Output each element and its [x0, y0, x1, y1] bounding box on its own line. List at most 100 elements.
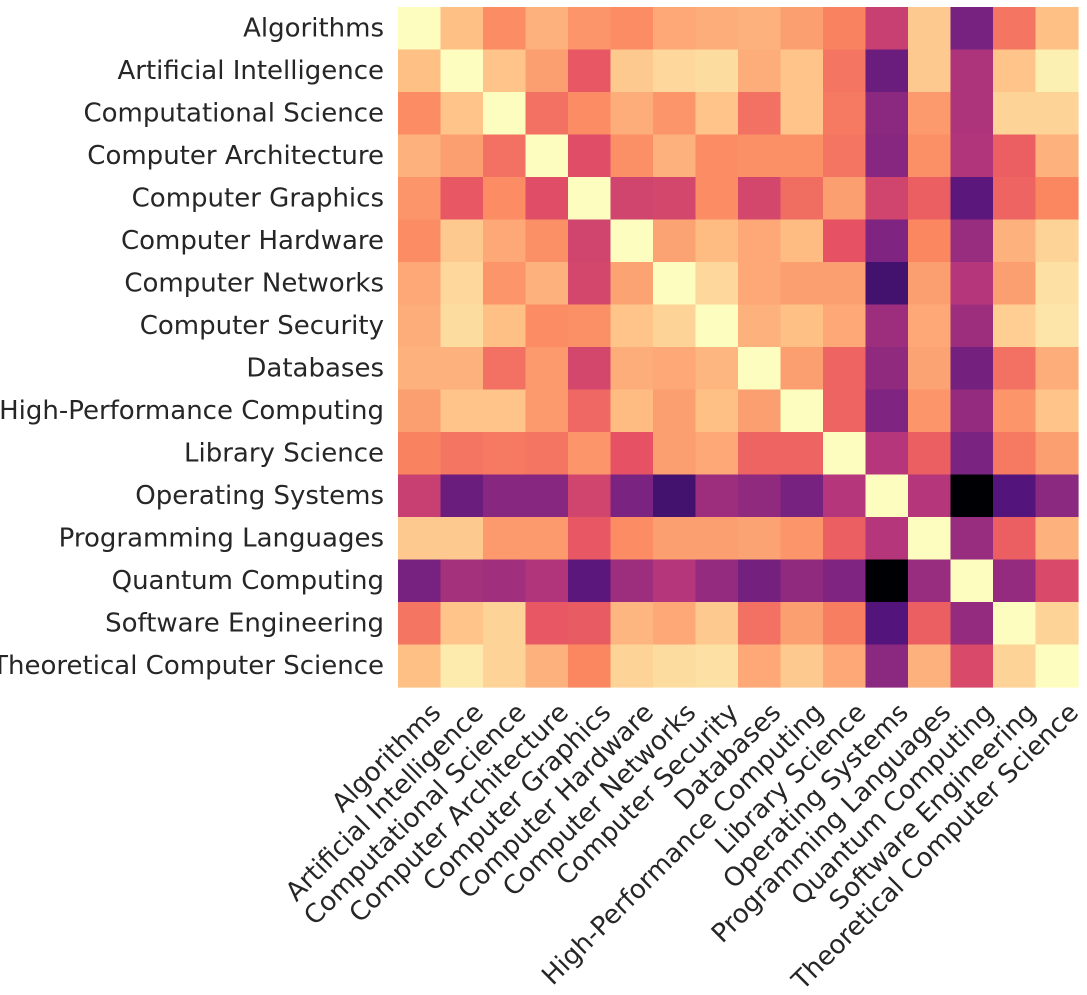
- heatmap-cell: [950, 7, 994, 51]
- heatmap-cell: [780, 389, 824, 433]
- heatmap-cell: [610, 92, 654, 136]
- heatmap-cell: [865, 7, 909, 51]
- heatmap-cell: [653, 559, 697, 603]
- heatmap-cell: [483, 262, 527, 306]
- heatmap-cell: [950, 347, 994, 391]
- y-tick-label: Computer Networks: [124, 268, 384, 298]
- heatmap-cell: [653, 262, 697, 306]
- heatmap-cell: [993, 7, 1037, 51]
- heatmap-cell: [908, 644, 952, 688]
- heatmap-cell: [950, 49, 994, 93]
- heatmap-cell: [653, 49, 697, 93]
- heatmap-cell: [568, 389, 612, 433]
- heatmap-cell: [823, 262, 867, 306]
- heatmap-cell: [780, 347, 824, 391]
- heatmap-cell: [440, 134, 484, 178]
- heatmap-cell: [865, 177, 909, 221]
- heatmap-cell: [610, 432, 654, 476]
- heatmap-cell: [993, 602, 1037, 646]
- heatmap-cell: [653, 219, 697, 263]
- heatmap-cell: [993, 304, 1037, 348]
- heatmap-cell: [865, 474, 909, 518]
- heatmap-cell: [440, 432, 484, 476]
- heatmap-cell: [695, 432, 739, 476]
- heatmap-cell: [483, 92, 527, 136]
- heatmap-cell: [823, 602, 867, 646]
- y-tick-label: Computer Architecture: [87, 141, 384, 171]
- heatmap-cell: [568, 559, 612, 603]
- heatmap-cell: [1035, 304, 1079, 348]
- heatmap-cell: [950, 262, 994, 306]
- y-tick-label: Theoretical Computer Science: [0, 651, 384, 681]
- heatmap-cell: [440, 177, 484, 221]
- heatmap-cell: [993, 517, 1037, 561]
- heatmap-cell: [993, 177, 1037, 221]
- heatmap-cell: [483, 177, 527, 221]
- heatmap-cell: [653, 432, 697, 476]
- heatmap-cell: [440, 49, 484, 93]
- heatmap-cell: [908, 219, 952, 263]
- heatmap-cell: [993, 134, 1037, 178]
- heatmap-cell: [1035, 262, 1079, 306]
- heatmap-cell: [398, 219, 442, 263]
- heatmap-cell: [483, 644, 527, 688]
- y-tick-label: Programming Languages: [59, 523, 384, 553]
- heatmap-cell: [440, 389, 484, 433]
- heatmap-cell: [1035, 134, 1079, 178]
- heatmap-cell: [483, 219, 527, 263]
- heatmap-cell: [653, 474, 697, 518]
- y-tick-labels: Algorithms Artificial Intelligence Computa…: [0, 13, 384, 681]
- heatmap-cell: [483, 432, 527, 476]
- heatmap-cell: [483, 517, 527, 561]
- y-tick-label: Operating Systems: [135, 481, 384, 511]
- heatmap-cell: [865, 602, 909, 646]
- heatmap-cell: [993, 219, 1037, 263]
- heatmap-cell: [993, 432, 1037, 476]
- heatmap-cell: [525, 559, 569, 603]
- heatmap-cell: [695, 219, 739, 263]
- heatmap-cell: [1035, 644, 1079, 688]
- heatmap-cell: [483, 49, 527, 93]
- heatmap-cell: [483, 7, 527, 51]
- heatmap-cell: [1035, 474, 1079, 518]
- heatmap-cell: [950, 134, 994, 178]
- heatmap-cell: [440, 219, 484, 263]
- heatmap-cell: [865, 559, 909, 603]
- heatmap-cell: [950, 474, 994, 518]
- heatmap-cell: [398, 644, 442, 688]
- heatmap-cell: [908, 92, 952, 136]
- heatmap-cell: [398, 517, 442, 561]
- heatmap-cell: [695, 347, 739, 391]
- heatmap-cell: [950, 92, 994, 136]
- heatmap-cell: [823, 559, 867, 603]
- heatmap-cell: [568, 7, 612, 51]
- heatmap-cell: [525, 7, 569, 51]
- heatmap-cell: [610, 517, 654, 561]
- heatmap-cell: [738, 304, 782, 348]
- heatmap-cell: [610, 134, 654, 178]
- heatmap-cell: [440, 559, 484, 603]
- heatmap-cell: [908, 262, 952, 306]
- heatmap-cell: [865, 262, 909, 306]
- heatmap-cell: [695, 92, 739, 136]
- heatmap-cell: [653, 389, 697, 433]
- heatmap-cell: [525, 262, 569, 306]
- heatmap-cell: [823, 389, 867, 433]
- heatmap-cell: [610, 474, 654, 518]
- y-tick-label: Computer Hardware: [121, 226, 384, 256]
- y-tick-label: Computer Security: [140, 311, 384, 341]
- heatmap-cell: [695, 389, 739, 433]
- heatmap-cell: [695, 7, 739, 51]
- heatmap-cell: [780, 262, 824, 306]
- heatmap-cell: [993, 559, 1037, 603]
- heatmap-cell: [738, 262, 782, 306]
- heatmap-cell: [780, 134, 824, 178]
- heatmap-cell: [398, 49, 442, 93]
- heatmap-cell: [780, 219, 824, 263]
- heatmap-cell: [865, 389, 909, 433]
- heatmap-cell: [525, 389, 569, 433]
- heatmap-cell: [780, 474, 824, 518]
- heatmap-cell: [950, 517, 994, 561]
- heatmap-cell: [695, 559, 739, 603]
- heatmap-cell: [738, 644, 782, 688]
